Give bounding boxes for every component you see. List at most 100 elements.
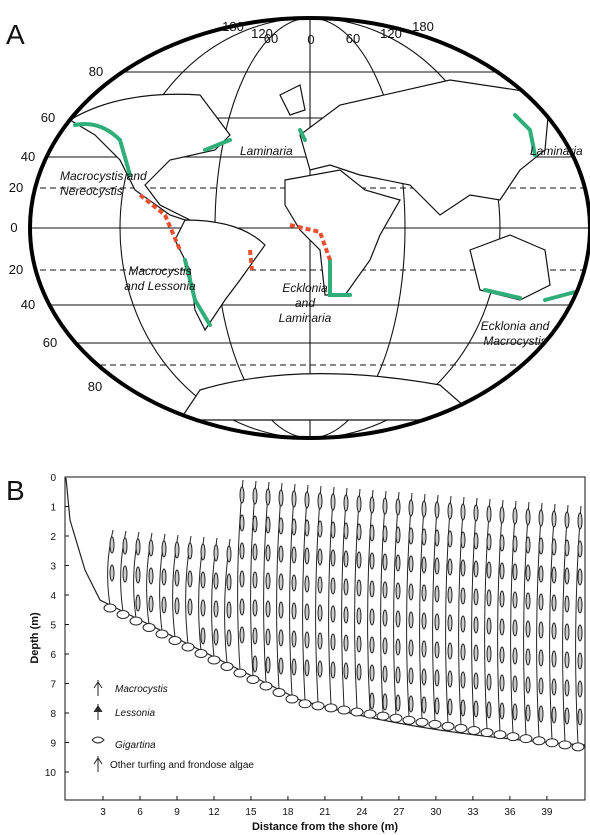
latitude-label: 60: [43, 335, 57, 350]
blade: [421, 696, 427, 714]
blade: [499, 702, 505, 720]
blade: [577, 680, 583, 698]
blade: [538, 621, 544, 639]
blade: [317, 660, 323, 678]
blade: [278, 545, 284, 563]
blade: [291, 630, 297, 648]
kelp: [276, 482, 283, 690]
blade: [135, 566, 141, 584]
rock: [272, 688, 286, 697]
blade: [317, 632, 323, 650]
blade: [512, 619, 518, 637]
blade: [525, 508, 531, 526]
latitude-label: 20: [9, 180, 23, 195]
blade: [434, 557, 440, 575]
blade: [174, 597, 180, 615]
blade: [291, 518, 297, 536]
region-label: Macrocystis: [483, 334, 546, 348]
rock: [480, 728, 494, 738]
blade: [304, 519, 310, 537]
blade: [122, 537, 128, 555]
blade: [551, 706, 557, 724]
blade: [512, 563, 518, 581]
y-tick-label: 7: [50, 680, 56, 691]
blade: [486, 645, 492, 663]
blade: [395, 666, 401, 684]
rock: [350, 707, 364, 717]
blade: [551, 594, 557, 612]
rock: [389, 713, 403, 723]
blade: [421, 500, 427, 518]
blade: [382, 665, 388, 683]
blade: [525, 592, 531, 610]
blade: [408, 667, 414, 685]
latitude-label: 80: [89, 64, 103, 79]
blade: [577, 568, 583, 586]
rock: [129, 616, 143, 626]
blade: [395, 582, 401, 600]
blade: [343, 634, 349, 652]
blade: [356, 551, 362, 569]
rock: [207, 655, 221, 665]
blade: [564, 567, 570, 585]
blade: [252, 487, 258, 505]
y-axis-title: Depth (m): [29, 612, 41, 664]
kelp: [562, 504, 569, 742]
kelp: [536, 502, 543, 738]
region-label: Laminaria: [530, 144, 583, 158]
blade: [577, 512, 583, 530]
blade: [447, 614, 453, 632]
blade: [369, 692, 375, 710]
latitude-label: 20: [9, 262, 23, 277]
profile: [65, 477, 586, 800]
blade: [356, 635, 362, 653]
blade: [369, 664, 375, 682]
blade: [161, 540, 167, 558]
rock: [259, 681, 273, 691]
x-tick-label: 12: [208, 807, 220, 818]
rock: [285, 694, 299, 704]
blade: [473, 532, 479, 550]
blade: [395, 554, 401, 572]
blade: [525, 536, 531, 554]
blade: [265, 572, 271, 590]
blade: [538, 649, 544, 667]
blade: [278, 601, 284, 619]
blade: [135, 538, 141, 556]
longitude-label: 180: [412, 19, 434, 34]
blade: [226, 601, 232, 619]
blade: [213, 544, 219, 562]
kelp: [289, 483, 296, 697]
region-label: and Lessonia: [124, 279, 196, 293]
blade: [356, 523, 362, 541]
x-tick-label: 39: [541, 807, 553, 818]
blade: [460, 531, 466, 549]
map: [30, 18, 590, 438]
kelp: [406, 492, 413, 718]
blade: [343, 494, 349, 512]
blade: [265, 516, 271, 534]
y-tick-label: 9: [50, 739, 56, 750]
blade: [356, 495, 362, 513]
blade: [291, 574, 297, 592]
blade: [330, 493, 336, 511]
blade: [356, 579, 362, 597]
blade: [213, 572, 219, 590]
blade: [317, 520, 323, 538]
blade: [512, 507, 518, 525]
blade: [278, 573, 284, 591]
blade: [174, 541, 180, 559]
blade: [343, 606, 349, 624]
blade: [369, 636, 375, 654]
rock: [415, 717, 429, 727]
blade: [109, 536, 115, 554]
blade: [382, 637, 388, 655]
rock: [298, 699, 312, 709]
blade: [239, 626, 245, 644]
blade: [278, 629, 284, 647]
blade: [408, 695, 414, 713]
blade: [304, 603, 310, 621]
rock: [428, 719, 442, 729]
blade: [122, 565, 128, 583]
